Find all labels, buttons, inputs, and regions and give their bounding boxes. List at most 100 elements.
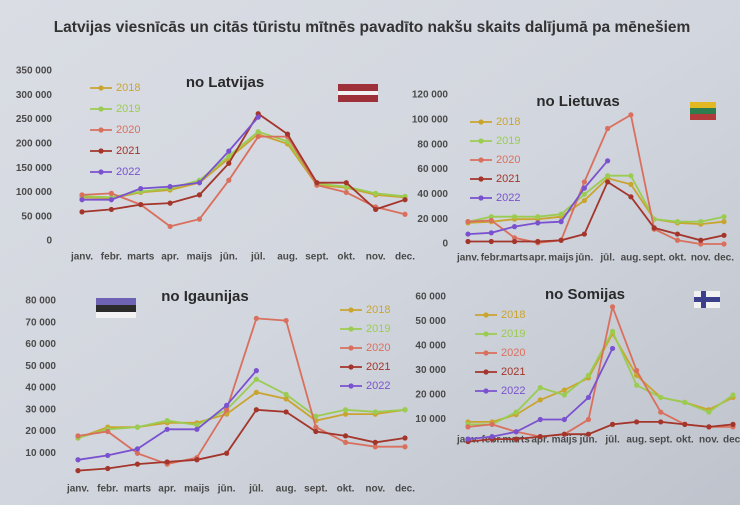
x-tick-label: okt. <box>669 253 687 264</box>
data-point <box>342 407 349 413</box>
y-tick-label: 150 000 <box>16 163 53 174</box>
data-point <box>537 416 543 423</box>
y-tick-label: 40 000 <box>417 189 448 200</box>
y-tick-label: 0 <box>46 236 52 247</box>
data-point <box>537 385 543 391</box>
x-tick-label: jūl. <box>599 253 615 264</box>
y-tick-label: 100 000 <box>16 187 53 198</box>
y-tick-label: 40 000 <box>415 341 446 352</box>
data-point <box>283 409 289 415</box>
data-point <box>513 409 519 415</box>
data-point <box>313 424 319 430</box>
data-point <box>605 173 611 179</box>
data-point <box>488 238 494 245</box>
data-point <box>465 424 471 430</box>
x-tick-label: apr. <box>161 252 179 263</box>
data-point <box>224 402 230 408</box>
data-point <box>535 238 541 245</box>
x-tick-label: nov. <box>699 435 719 446</box>
legend-label: 2020 <box>496 154 520 166</box>
series-line <box>467 177 725 226</box>
data-point <box>658 409 664 415</box>
data-point <box>581 185 587 191</box>
data-point <box>138 185 144 192</box>
data-point <box>134 446 141 452</box>
data-point <box>721 214 727 220</box>
legend-marker <box>483 388 489 394</box>
data-point <box>513 429 519 435</box>
y-tick-label: 200 000 <box>16 138 53 149</box>
data-point <box>283 396 289 402</box>
legend-marker <box>98 127 104 133</box>
data-point <box>108 190 114 196</box>
x-tick-label: aug. <box>277 252 298 263</box>
data-point <box>226 148 232 154</box>
data-point <box>75 433 81 439</box>
y-tick-label: 40 000 <box>25 383 56 394</box>
x-tick-label: febr. <box>101 252 122 263</box>
data-point <box>721 219 727 225</box>
legend-marker <box>348 307 354 313</box>
legend-marker <box>478 157 484 163</box>
legend-label: 2018 <box>116 82 140 94</box>
legend-marker <box>348 383 354 389</box>
data-point <box>108 206 114 213</box>
y-tick-label: 50 000 <box>21 211 52 222</box>
data-point <box>561 416 567 423</box>
data-point <box>628 194 634 200</box>
legend-label: 2019 <box>501 328 525 340</box>
data-point <box>108 197 114 203</box>
x-tick-label: jūn. <box>219 252 238 263</box>
data-point <box>314 180 320 186</box>
chart-title: no Somijas <box>545 286 625 303</box>
data-point <box>138 201 144 208</box>
data-point <box>194 426 200 432</box>
data-point <box>253 376 259 382</box>
data-point <box>372 409 378 415</box>
data-point <box>465 231 471 237</box>
flag-finland <box>694 291 720 308</box>
x-tick-label: okt. <box>337 252 355 263</box>
legend-label: 2019 <box>496 135 520 147</box>
data-point <box>465 219 471 225</box>
data-point <box>343 180 349 186</box>
data-point <box>585 372 592 378</box>
x-tick-label: nov. <box>691 253 711 264</box>
data-point <box>105 465 111 472</box>
flag-estonia <box>96 298 136 318</box>
y-tick-label: 20 000 <box>417 214 448 225</box>
data-point <box>535 220 541 226</box>
legend-label: 2022 <box>496 192 520 204</box>
data-point <box>721 232 727 238</box>
data-point <box>343 184 349 190</box>
data-point <box>585 416 592 423</box>
data-point <box>489 434 495 440</box>
data-point <box>105 452 111 459</box>
data-point <box>511 235 518 241</box>
data-point <box>682 399 688 405</box>
y-tick-label: 120 000 <box>412 90 449 101</box>
x-tick-label: maijs <box>184 484 210 495</box>
data-point <box>105 428 111 435</box>
data-point <box>283 317 289 324</box>
series-line <box>81 135 406 228</box>
data-point <box>313 413 319 419</box>
data-point <box>488 214 494 220</box>
data-point <box>634 382 640 388</box>
legend-label: 2019 <box>366 323 390 335</box>
x-tick-label: aug. <box>276 484 297 495</box>
data-point <box>674 231 681 237</box>
y-tick-label: 250 000 <box>16 114 53 125</box>
data-point <box>581 179 587 185</box>
series-line <box>81 112 406 213</box>
data-point <box>609 421 616 427</box>
data-point <box>658 394 664 401</box>
data-point <box>605 158 611 164</box>
data-point <box>224 450 230 456</box>
x-tick-label: nov. <box>366 252 386 263</box>
y-tick-label: 60 000 <box>415 292 446 303</box>
legend-marker <box>478 138 484 144</box>
data-point <box>196 192 203 198</box>
data-point <box>75 457 81 463</box>
